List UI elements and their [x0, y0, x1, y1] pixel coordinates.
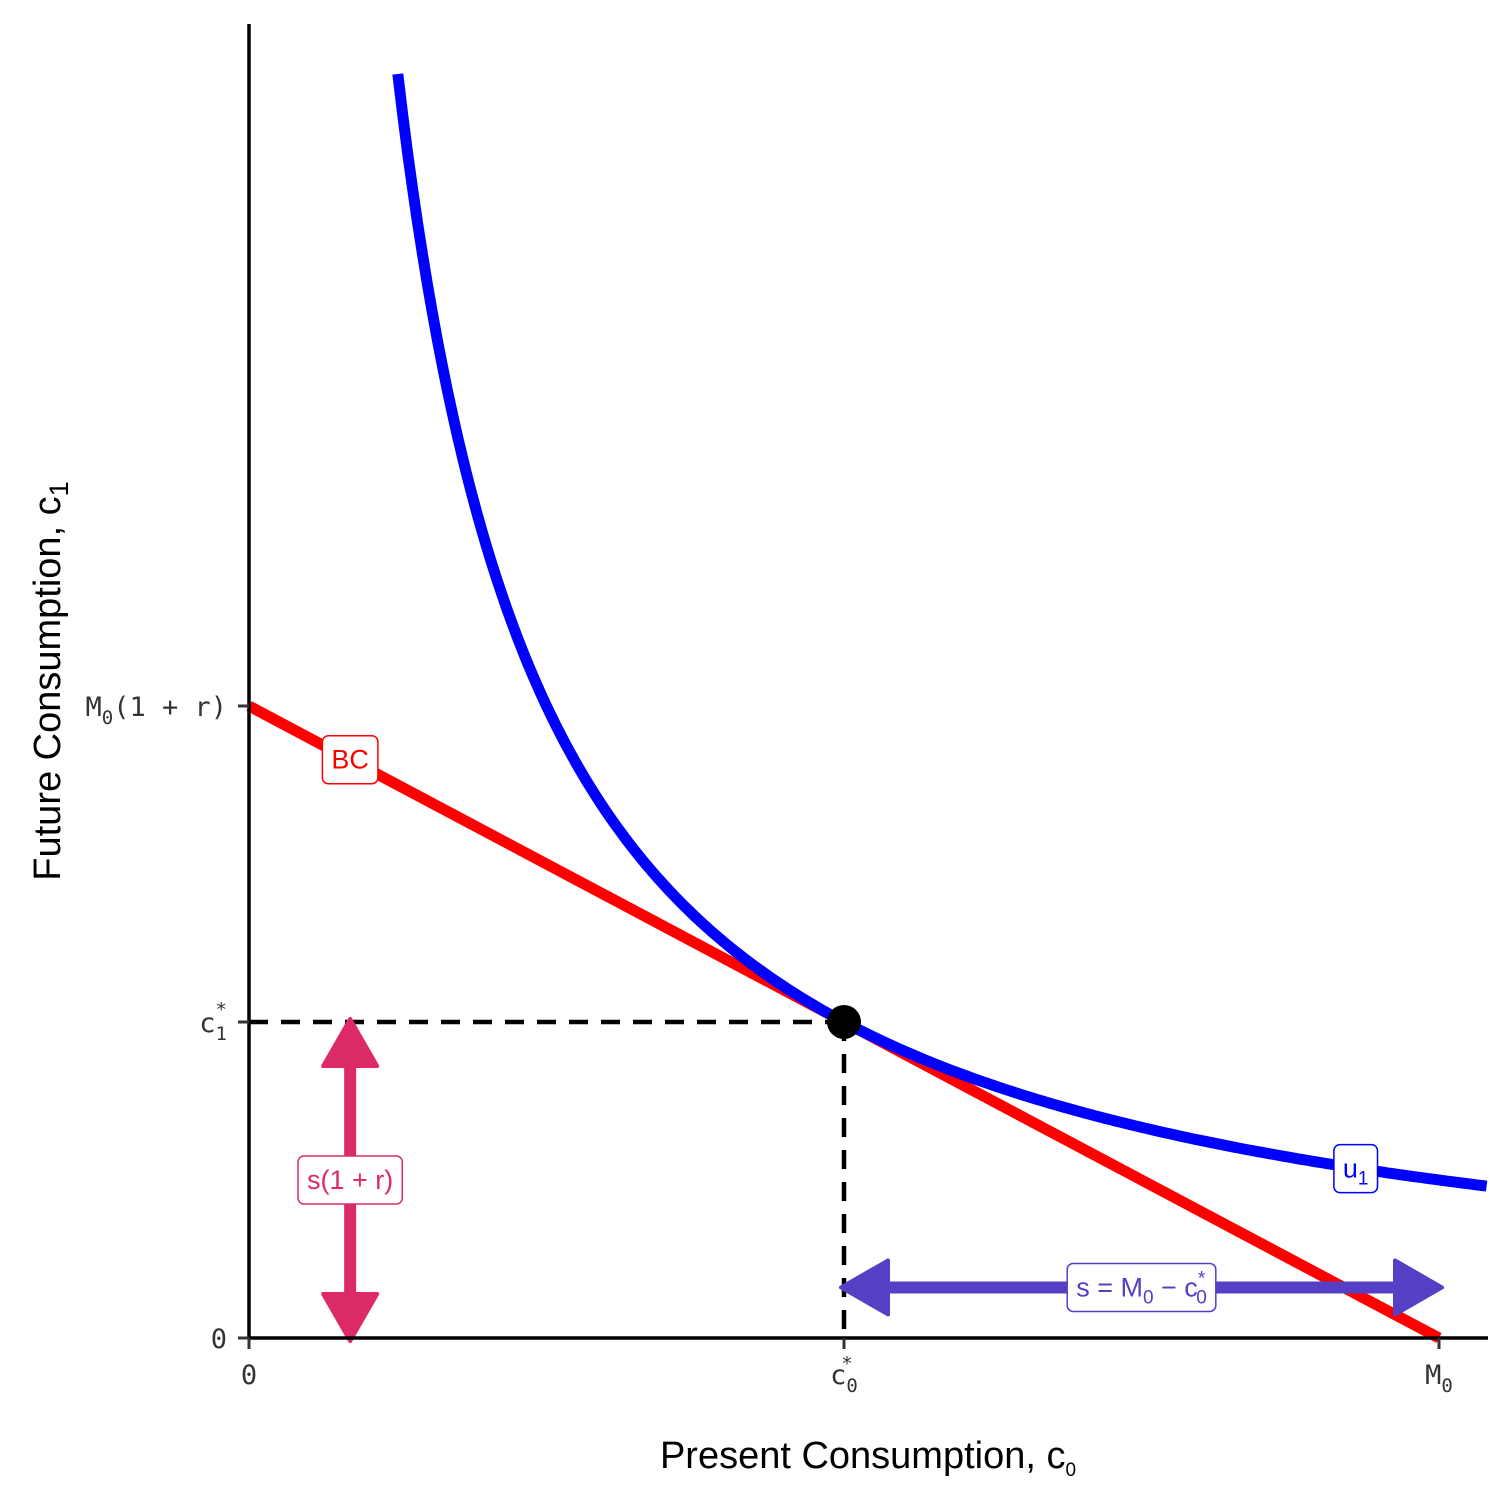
label-u1-box: [1333, 1143, 1379, 1194]
x-axis-title-text: Present Consumption, c: [660, 1435, 1066, 1477]
label-savings-sub2: 0: [1196, 1287, 1207, 1308]
y-tick-label-1: c1: [199, 1008, 227, 1045]
label-bc-box: [321, 734, 379, 785]
savings-arrowhead-right: [1393, 1258, 1444, 1317]
y-axis-title: Future Consumption, c1: [27, 481, 74, 880]
label-u1-group: u1: [1333, 1143, 1379, 1194]
x-tick-sub-1: 0: [846, 1375, 857, 1397]
label-savings-future-group: s(1 + r): [297, 1155, 404, 1205]
label-savings: s = M0 − c* 0: [1076, 1268, 1207, 1308]
y-tick-base-1: c: [199, 1008, 215, 1039]
x-tick-sub-2: 0: [1441, 1375, 1452, 1397]
label-u1: u1: [1343, 1154, 1369, 1190]
savings-arrowhead-left: [839, 1258, 890, 1317]
x-axis-title-subscript: 0: [1065, 1460, 1076, 1481]
label-u1-text: u: [1343, 1154, 1358, 1184]
label-savings-rest: − c: [1154, 1272, 1198, 1302]
label-bc: BC: [331, 745, 369, 775]
y-axis-title-text: Future Consumption, c: [27, 496, 69, 880]
x-tick-sup-1: *: [841, 1353, 852, 1375]
label-savings-text: s = M: [1076, 1272, 1143, 1302]
y-tick-base-2: M: [85, 692, 101, 723]
label-savings-future-text: s(1 + r): [307, 1165, 393, 1195]
savings-future-arrowhead-down: [321, 1292, 380, 1343]
y-tick-rest-2: (1 + r): [113, 692, 227, 723]
label-savings-box: [1066, 1262, 1217, 1313]
label-savings-future-box: [297, 1155, 404, 1205]
x-tick-label-1: c0: [830, 1360, 858, 1397]
optimum-point: [827, 1005, 861, 1039]
x-tick-base-1: c: [830, 1360, 846, 1391]
y-tick-label-0: 0: [211, 1324, 227, 1355]
y-tick-sub-2: 0: [102, 707, 113, 729]
label-bc-text: BC: [331, 745, 369, 775]
y-axis-title-subscript: 1: [44, 481, 74, 496]
label-u1-sub: 1: [1358, 1169, 1369, 1190]
label-bc-group: BC: [321, 734, 379, 785]
y-tick-label-2: M0(1 + r): [85, 692, 227, 729]
y-tick-base-0: 0: [211, 1324, 227, 1355]
label-savings-future: s(1 + r): [307, 1165, 393, 1195]
x-tick-base-2: M: [1425, 1360, 1441, 1391]
series-indifference-curve: [392, 73, 1488, 1192]
label-savings-sub: 0: [1143, 1287, 1154, 1308]
axes: [247, 24, 1488, 1340]
y-tick-sub-1: 1: [216, 1023, 227, 1045]
label-savings-group: s = M0 − c* 0: [1066, 1262, 1217, 1313]
x-axis-title: Present Consumption, c0: [660, 1435, 1076, 1481]
x-tick-label-0: 0: [241, 1360, 257, 1391]
label-savings-sup: *: [1198, 1268, 1206, 1289]
x-tick-label-2: M0: [1425, 1360, 1453, 1397]
savings-future-arrowhead-up: [321, 1017, 380, 1068]
y-tick-sup-1: *: [216, 999, 227, 1021]
x-tick-base-0: 0: [241, 1360, 257, 1391]
